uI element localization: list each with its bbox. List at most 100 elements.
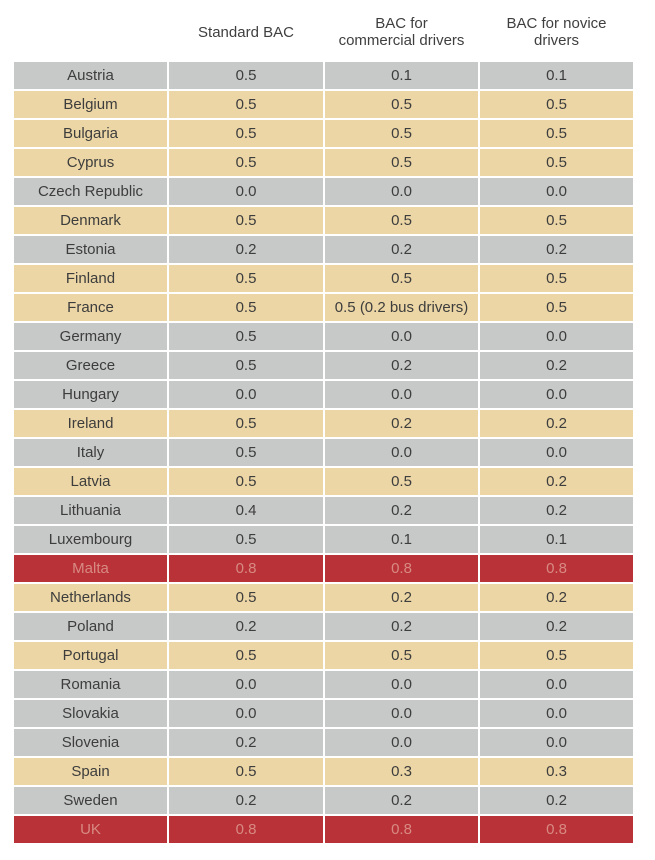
novice-bac-cell: 0.0 bbox=[480, 671, 633, 698]
country-cell: Bulgaria bbox=[14, 120, 167, 147]
standard-bac-cell: 0.5 bbox=[169, 323, 323, 350]
commercial-bac-cell: 0.0 bbox=[325, 381, 478, 408]
table-row: Belgium 0.5 0.5 0.5 bbox=[14, 91, 634, 118]
standard-bac-cell: 0.5 bbox=[169, 207, 323, 234]
standard-bac-cell: 0.5 bbox=[169, 526, 323, 553]
commercial-bac-cell: 0.2 bbox=[325, 410, 478, 437]
standard-bac-cell: 0.5 bbox=[169, 62, 323, 89]
novice-bac-cell: 0.5 bbox=[480, 120, 633, 147]
commercial-bac-cell: 0.0 bbox=[325, 439, 478, 466]
table-row: Poland 0.2 0.2 0.2 bbox=[14, 613, 634, 640]
commercial-bac-cell: 0.2 bbox=[325, 352, 478, 379]
novice-bac-cell: 0.2 bbox=[480, 468, 633, 495]
novice-bac-cell: 0.0 bbox=[480, 439, 633, 466]
country-cell: Poland bbox=[14, 613, 167, 640]
table-row: UK 0.8 0.8 0.8 bbox=[14, 816, 634, 843]
standard-bac-cell: 0.5 bbox=[169, 294, 323, 321]
commercial-bac-cell: 0.5 bbox=[325, 91, 478, 118]
country-cell: Slovenia bbox=[14, 729, 167, 756]
header-commercial-line2: commercial drivers bbox=[338, 32, 465, 49]
novice-bac-cell: 0.5 bbox=[480, 265, 633, 292]
table-row: Luxembourg 0.5 0.1 0.1 bbox=[14, 526, 634, 553]
novice-bac-cell: 0.1 bbox=[480, 526, 633, 553]
novice-bac-cell: 0.5 bbox=[480, 149, 633, 176]
table-row: Ireland 0.5 0.2 0.2 bbox=[14, 410, 634, 437]
standard-bac-cell: 0.5 bbox=[169, 265, 323, 292]
novice-bac-cell: 0.8 bbox=[480, 555, 633, 582]
country-cell: Portugal bbox=[14, 642, 167, 669]
header-commercial-line1: BAC for bbox=[375, 15, 428, 32]
country-cell: Latvia bbox=[14, 468, 167, 495]
table-body: Austria 0.5 0.1 0.1 Belgium 0.5 0.5 0.5 Bulgaria… bbox=[14, 62, 634, 843]
novice-bac-cell: 0.2 bbox=[480, 584, 633, 611]
standard-bac-cell: 0.8 bbox=[169, 816, 323, 843]
commercial-bac-cell: 0.5 bbox=[325, 468, 478, 495]
novice-bac-cell: 0.5 bbox=[480, 642, 633, 669]
table-row: Sweden 0.2 0.2 0.2 bbox=[14, 787, 634, 814]
novice-bac-cell: 0.1 bbox=[480, 62, 633, 89]
commercial-bac-cell: 0.5 bbox=[325, 149, 478, 176]
commercial-bac-cell: 0.2 bbox=[325, 584, 478, 611]
country-cell: Spain bbox=[14, 758, 167, 785]
commercial-bac-cell: 0.2 bbox=[325, 497, 478, 524]
table-row: Finland 0.5 0.5 0.5 bbox=[14, 265, 634, 292]
table-row: Austria 0.5 0.1 0.1 bbox=[14, 62, 634, 89]
novice-bac-cell: 0.0 bbox=[480, 700, 633, 727]
header-commercial-bac: BAC for commercial drivers bbox=[325, 0, 478, 62]
table-row: Cyprus 0.5 0.5 0.5 bbox=[14, 149, 634, 176]
novice-bac-cell: 0.0 bbox=[480, 178, 633, 205]
standard-bac-cell: 0.5 bbox=[169, 584, 323, 611]
table-row: France 0.5 0.5 (0.2 bus drivers) 0.5 bbox=[14, 294, 634, 321]
country-cell: Germany bbox=[14, 323, 167, 350]
standard-bac-cell: 0.5 bbox=[169, 149, 323, 176]
header-novice-bac: BAC for novice drivers bbox=[480, 0, 633, 62]
commercial-bac-cell: 0.5 bbox=[325, 120, 478, 147]
commercial-bac-cell: 0.0 bbox=[325, 178, 478, 205]
header-standard-line1: Standard BAC bbox=[198, 23, 294, 41]
header-novice-line2: drivers bbox=[533, 32, 579, 49]
standard-bac-cell: 0.2 bbox=[169, 613, 323, 640]
table-header: Standard BAC BAC for commercial drivers … bbox=[14, 0, 634, 62]
commercial-bac-cell: 0.2 bbox=[325, 236, 478, 263]
country-cell: Ireland bbox=[14, 410, 167, 437]
country-cell: France bbox=[14, 294, 167, 321]
commercial-bac-cell: 0.0 bbox=[325, 729, 478, 756]
table-row: Portugal 0.5 0.5 0.5 bbox=[14, 642, 634, 669]
standard-bac-cell: 0.5 bbox=[169, 439, 323, 466]
table-row: Slovakia 0.0 0.0 0.0 bbox=[14, 700, 634, 727]
country-cell: Austria bbox=[14, 62, 167, 89]
bac-table: Standard BAC BAC for commercial drivers … bbox=[14, 0, 634, 845]
table-row: Denmark 0.5 0.5 0.5 bbox=[14, 207, 634, 234]
standard-bac-cell: 0.5 bbox=[169, 120, 323, 147]
standard-bac-cell: 0.2 bbox=[169, 787, 323, 814]
country-cell: Czech Republic bbox=[14, 178, 167, 205]
novice-bac-cell: 0.2 bbox=[480, 410, 633, 437]
country-cell: Romania bbox=[14, 671, 167, 698]
commercial-bac-cell: 0.5 bbox=[325, 265, 478, 292]
novice-bac-cell: 0.0 bbox=[480, 729, 633, 756]
country-cell: Belgium bbox=[14, 91, 167, 118]
commercial-bac-cell: 0.0 bbox=[325, 671, 478, 698]
country-cell: UK bbox=[14, 816, 167, 843]
table-row: Italy 0.5 0.0 0.0 bbox=[14, 439, 634, 466]
country-cell: Finland bbox=[14, 265, 167, 292]
commercial-bac-cell: 0.0 bbox=[325, 700, 478, 727]
novice-bac-cell: 0.8 bbox=[480, 816, 633, 843]
novice-bac-cell: 0.5 bbox=[480, 91, 633, 118]
commercial-bac-cell: 0.2 bbox=[325, 613, 478, 640]
commercial-bac-cell: 0.8 bbox=[325, 555, 478, 582]
commercial-bac-cell: 0.0 bbox=[325, 323, 478, 350]
novice-bac-cell: 0.2 bbox=[480, 497, 633, 524]
country-cell: Italy bbox=[14, 439, 167, 466]
table-row: Germany 0.5 0.0 0.0 bbox=[14, 323, 634, 350]
country-cell: Cyprus bbox=[14, 149, 167, 176]
standard-bac-cell: 0.0 bbox=[169, 381, 323, 408]
country-cell: Sweden bbox=[14, 787, 167, 814]
novice-bac-cell: 0.2 bbox=[480, 787, 633, 814]
table-row: Czech Republic 0.0 0.0 0.0 bbox=[14, 178, 634, 205]
header-country bbox=[14, 0, 167, 62]
standard-bac-cell: 0.0 bbox=[169, 671, 323, 698]
table-row: Hungary 0.0 0.0 0.0 bbox=[14, 381, 634, 408]
country-cell: Lithuania bbox=[14, 497, 167, 524]
standard-bac-cell: 0.8 bbox=[169, 555, 323, 582]
